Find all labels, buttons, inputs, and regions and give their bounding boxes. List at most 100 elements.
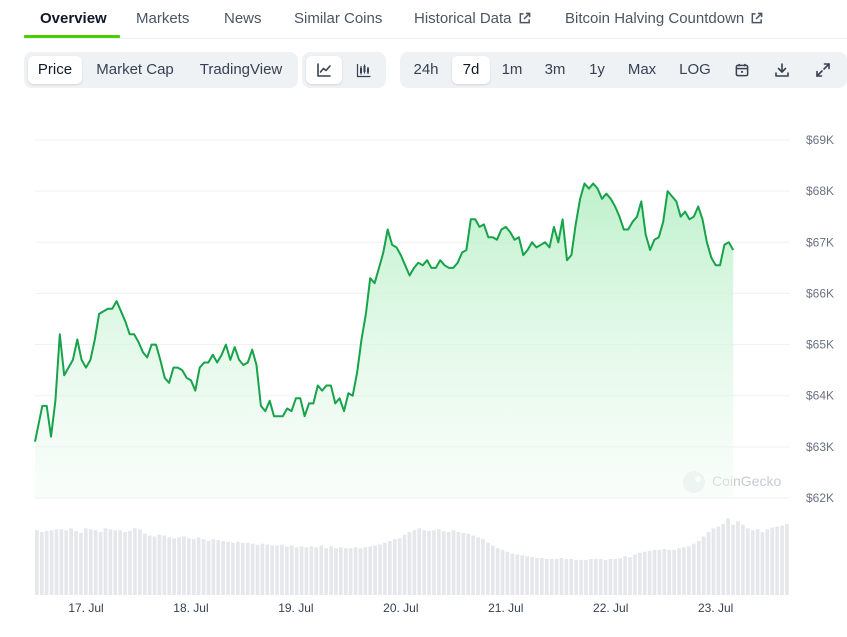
volume-bar (618, 558, 623, 595)
volume-bar (177, 537, 181, 595)
volume-bar (741, 524, 745, 595)
volume-bar (726, 518, 730, 595)
volume-bar (745, 528, 750, 595)
candlestick-icon (356, 64, 371, 78)
volume-bar (486, 542, 490, 595)
volume-bar (363, 547, 368, 595)
line-chart-button[interactable] (306, 56, 342, 84)
volume-bar (441, 531, 446, 595)
active-tab-underline (24, 35, 120, 38)
volume-bar (417, 528, 422, 595)
volume-bar (510, 553, 515, 595)
volume-bar (285, 546, 289, 595)
volume-bar (544, 559, 549, 595)
volume-bar (481, 539, 485, 595)
volume-bars (35, 518, 789, 595)
time-axis: 17. Jul 18. Jul 19. Jul 20. Jul 21. Jul 22. J… (68, 601, 733, 615)
volume-bar (471, 535, 475, 595)
volume-bar (505, 551, 510, 595)
volume-bar (289, 545, 294, 595)
tab-halving-countdown-label: Bitcoin Halving Countdown (565, 10, 745, 27)
volume-bar (304, 547, 309, 595)
tradingview-toggle[interactable]: TradingView (199, 61, 283, 78)
range-3m[interactable]: 3m (544, 61, 566, 78)
detail-tabs: Overview Markets News Similar Coins Hist… (24, 0, 847, 39)
x-tick-label: 22. Jul (593, 601, 628, 615)
volume-bar (245, 542, 250, 595)
volume-bar (593, 559, 598, 595)
price-toggle[interactable]: Price (28, 56, 82, 84)
volume-bar (427, 531, 431, 595)
y-tick-label: $67K (806, 235, 834, 249)
volume-bar (760, 532, 765, 595)
volume-bar (128, 531, 132, 595)
volume-bar (642, 551, 647, 595)
volume-bar (162, 535, 167, 595)
log-toggle[interactable]: LOG (679, 61, 711, 78)
volume-bar (731, 524, 735, 595)
volume-bar (559, 558, 564, 595)
volume-bar (432, 530, 436, 595)
range-7d[interactable]: 7d (452, 56, 490, 84)
volume-bar (490, 545, 495, 595)
volume-bar (672, 550, 676, 595)
tab-halving-countdown[interactable]: Bitcoin Halving Countdown (565, 0, 763, 38)
volume-bar (201, 539, 206, 595)
volume-bar (191, 539, 196, 595)
x-tick-label: 17. Jul (68, 601, 103, 615)
volume-bar (314, 547, 319, 595)
volume-bar (348, 548, 353, 595)
volume-bar (437, 529, 441, 595)
volume-bar (397, 538, 402, 595)
tab-similar-coins[interactable]: Similar Coins (294, 10, 383, 27)
volume-bar (216, 540, 221, 595)
volume-bar (270, 545, 274, 595)
volume-bar (603, 559, 608, 595)
volume-bar (49, 530, 54, 595)
volume-bar (500, 550, 505, 595)
range-max[interactable]: Max (627, 61, 657, 78)
volume-bar (383, 542, 387, 595)
volume-bar (157, 534, 162, 595)
price-chart: $69K$68K$67K$66K$65K$64K$63K$62K CoinGec… (34, 133, 834, 615)
volume-bar (589, 559, 593, 595)
y-tick-label: $62K (806, 491, 834, 505)
volume-bar (628, 557, 632, 595)
volume-bar (456, 532, 461, 595)
volume-bar (412, 530, 417, 595)
tab-overview[interactable]: Overview (40, 10, 107, 27)
range-1y[interactable]: 1y (589, 61, 605, 78)
y-tick-label: $66K (806, 286, 834, 300)
tab-news[interactable]: News (224, 10, 262, 27)
tab-markets[interactable]: Markets (136, 10, 190, 27)
fullscreen-button[interactable] (804, 56, 842, 84)
volume-bar (206, 541, 211, 595)
volume-bar (84, 528, 88, 595)
volume-bar (696, 541, 701, 595)
volume-bar (736, 521, 740, 595)
tab-historical-data[interactable]: Historical Data (414, 0, 531, 38)
volume-bar (93, 530, 98, 595)
external-link-icon (751, 12, 763, 24)
volume-bar (69, 528, 73, 595)
market-cap-toggle[interactable]: Market Cap (96, 61, 174, 78)
volume-bar (461, 532, 466, 595)
candlestick-button[interactable] (346, 56, 382, 84)
range-24h[interactable]: 24h (413, 61, 439, 78)
download-button[interactable] (764, 56, 800, 84)
volume-bar (299, 546, 304, 595)
volume-bar (196, 537, 201, 595)
volume-bar (39, 532, 44, 595)
date-range-button[interactable] (724, 56, 760, 84)
volume-bar (647, 550, 652, 595)
volume-bar (343, 548, 348, 595)
volume-bar (446, 532, 451, 595)
chart-style-toggle (302, 52, 386, 88)
volume-bar (549, 559, 554, 595)
volume-bar (608, 559, 613, 595)
price-line (34, 182, 735, 442)
volume-bar (211, 539, 216, 595)
volume-bar (564, 559, 569, 595)
range-1m[interactable]: 1m (501, 61, 523, 78)
volume-bar (677, 548, 681, 595)
